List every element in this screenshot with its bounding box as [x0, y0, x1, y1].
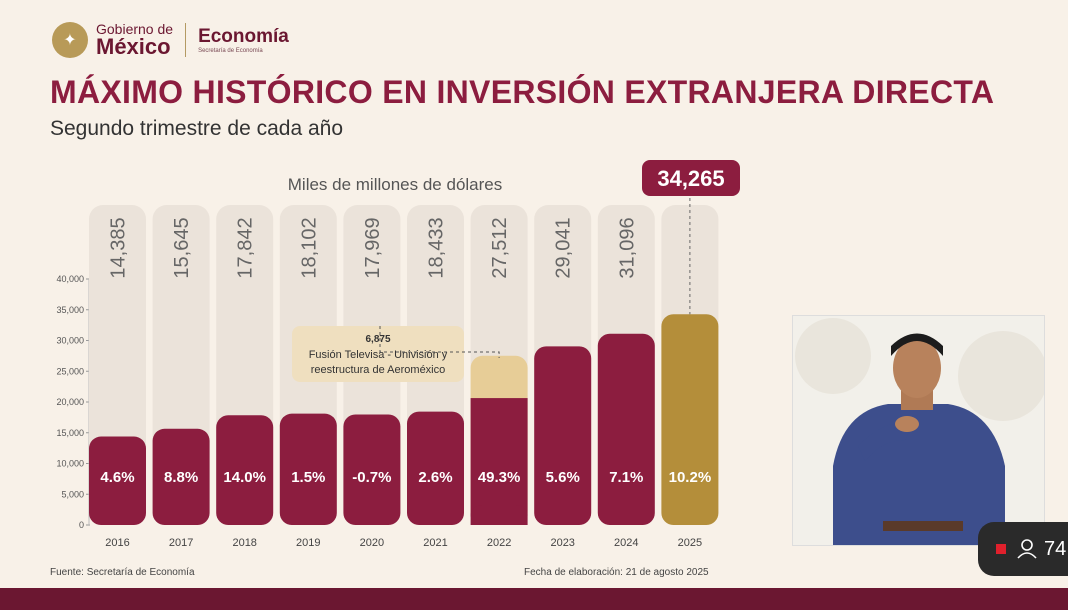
date-note: Fecha de elaboración: 21 de agosto 2025	[524, 567, 709, 578]
x-tick-label: 2021	[423, 537, 447, 549]
x-tick-label: 2025	[678, 537, 702, 549]
bar	[661, 314, 719, 525]
highlight-value-label: 34,265	[657, 166, 724, 191]
bar	[216, 415, 274, 525]
live-viewer-badge[interactable]: 74	[978, 522, 1068, 576]
x-tick-label: 2023	[550, 537, 574, 549]
user-icon	[1017, 539, 1037, 559]
y-tick-label: 30,000	[56, 336, 84, 346]
growth-label: 8.8%	[164, 469, 198, 486]
bar-value-label: 18,433	[426, 217, 448, 278]
bar	[152, 428, 210, 525]
gobierno-wordmark: Gobierno de México	[96, 22, 173, 58]
x-tick-label: 2018	[232, 537, 256, 549]
bar-value-label: 27,512	[489, 217, 511, 278]
bar-value-label: 17,969	[362, 217, 384, 278]
y-tick-label: 40,000	[56, 274, 84, 284]
x-tick-label: 2022	[487, 537, 511, 549]
growth-label: 4.6%	[100, 469, 134, 486]
highlight-value-box	[642, 160, 740, 196]
sign-language-interpreter-video	[792, 315, 1045, 546]
x-tick-label: 2024	[614, 537, 638, 549]
growth-label: -0.7%	[352, 469, 391, 486]
y-tick-label: 5,000	[61, 489, 84, 499]
annotation-box	[292, 326, 464, 382]
y-tick-label: 10,000	[56, 459, 84, 469]
bar-bottom-round	[470, 505, 528, 525]
y-tick-label: 35,000	[56, 305, 84, 315]
growth-label: 10.2%	[669, 469, 712, 486]
bar	[343, 414, 401, 525]
bar	[470, 398, 528, 525]
growth-label: 14.0%	[223, 469, 266, 486]
gobierno-logo: ✦ Gobierno de México Economía Secretaría…	[52, 22, 289, 58]
bar-value-label: 17,842	[235, 217, 257, 278]
bar-value-label: 18,102	[298, 217, 320, 278]
logo-divider	[185, 23, 187, 57]
gov-line1: Gobierno de	[96, 21, 174, 37]
live-record-icon	[996, 544, 1006, 554]
bar-value-label: 15,645	[171, 217, 193, 278]
economia-wordmark: Economía Secretaría de Economía	[198, 27, 289, 54]
seal-icon: ✦	[52, 22, 88, 58]
growth-label: 1.5%	[291, 469, 325, 486]
x-tick-label: 2019	[296, 537, 320, 549]
y-tick-label: 20,000	[56, 397, 84, 407]
y-tick-label: 0	[79, 520, 84, 530]
growth-label: 5.6%	[546, 469, 580, 486]
page-title: MÁXIMO HISTÓRICO EN INVERSIÓN EXTRANJERA…	[50, 74, 995, 110]
x-tick-label: 2016	[105, 537, 129, 549]
page-subtitle: Segundo trimestre de cada año	[50, 117, 344, 140]
y-tick-label: 25,000	[56, 366, 84, 376]
fdi-bar-chart: Miles de millones de dólares 0 5,000 10,000…	[56, 160, 740, 549]
interpreter-figure	[793, 316, 1044, 545]
bar-value-label: 14,385	[108, 217, 130, 278]
bar	[407, 411, 464, 525]
bar-value-label: 29,041	[553, 217, 575, 278]
viewer-count: 74	[1044, 537, 1067, 560]
x-tick-label: 2020	[360, 537, 384, 549]
ministry-small: Secretaría de Economía	[198, 47, 263, 54]
growth-label: 49.3%	[478, 469, 521, 486]
bar	[534, 346, 592, 525]
annotation-value: 6,875	[365, 334, 390, 345]
bottom-band	[0, 588, 1068, 610]
x-tick-label: 2017	[169, 537, 193, 549]
source-note: Fuente: Secretaría de Economía	[50, 567, 195, 578]
chart-unit-label: Miles de millones de dólares	[288, 175, 503, 194]
bar	[89, 436, 146, 525]
ministry-name: Economía	[198, 25, 289, 47]
y-tick-label: 15,000	[56, 428, 84, 438]
bar-value-label: 31,096	[616, 217, 638, 278]
bar	[279, 413, 337, 525]
gov-line2: México	[96, 34, 171, 59]
bar	[597, 333, 655, 525]
annotation-text: reestructura de Aeroméxico	[311, 364, 446, 376]
annotation-leader-line	[379, 326, 500, 358]
annotation-text: Fusión Televisa - Univisión y	[309, 349, 448, 361]
growth-label: 2.6%	[418, 469, 452, 486]
growth-label: 7.1%	[609, 469, 643, 486]
